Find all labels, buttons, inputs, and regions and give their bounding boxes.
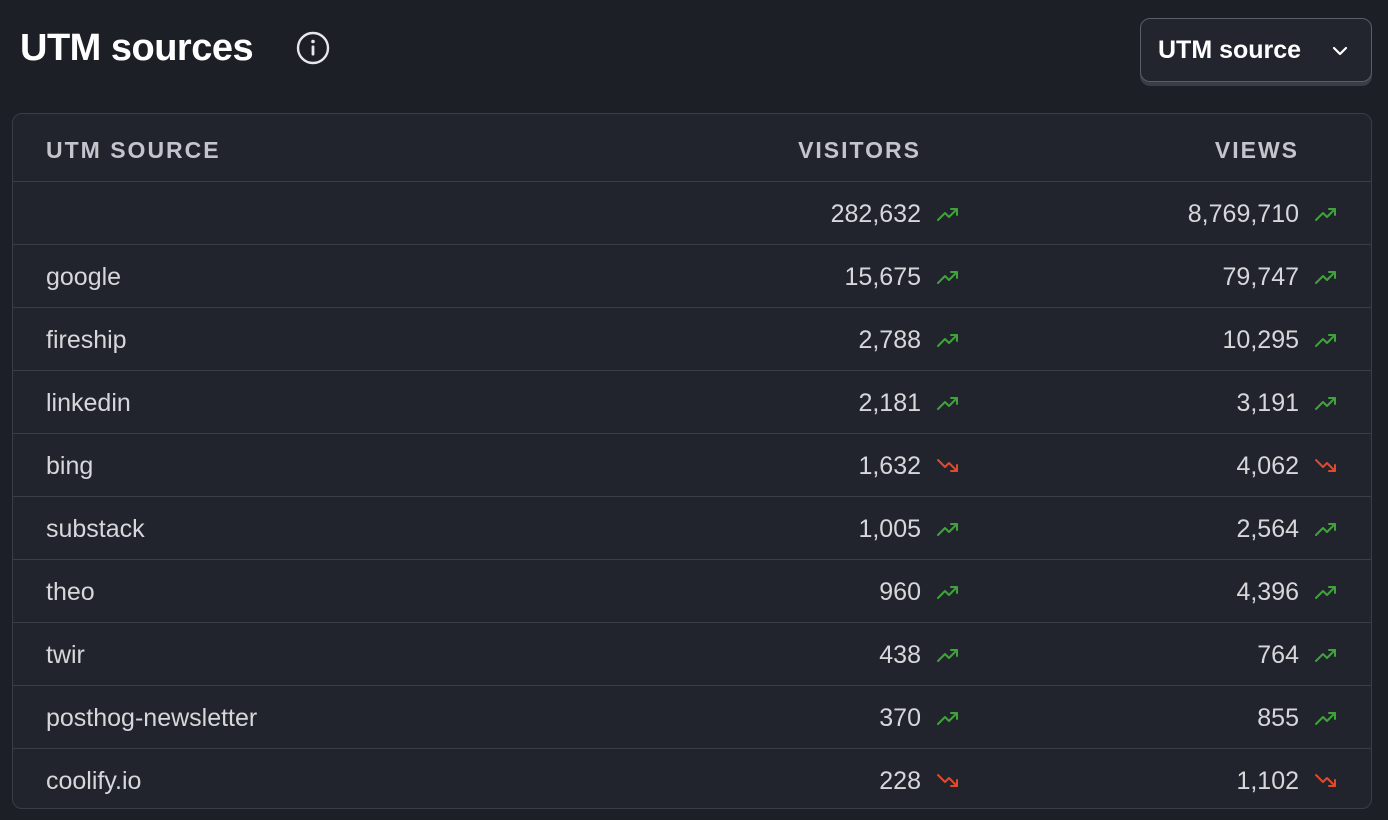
views-count: 1,102: [1236, 767, 1299, 795]
trend-up-icon: [1315, 334, 1336, 347]
utm-source-name: substack: [46, 515, 145, 543]
table-body: 282,632 8,769,710 google 15,675 79,747 firesh…: [13, 182, 1371, 808]
info-icon[interactable]: [296, 31, 330, 65]
visitors-count: 438: [879, 641, 921, 669]
views-count: 2,564: [1236, 515, 1299, 543]
table-row[interactable]: 282,632 8,769,710: [13, 182, 1371, 245]
visitors-count: 15,675: [844, 263, 921, 291]
trend-up-icon: [937, 586, 958, 599]
utm-source-name: coolify.io: [46, 767, 142, 795]
trend-up-icon: [1315, 271, 1336, 284]
views-count: 855: [1257, 704, 1299, 732]
views-count: 79,747: [1222, 263, 1299, 291]
column-header-utm-source[interactable]: UTM SOURCE: [46, 137, 221, 163]
visitors-count: 282,632: [830, 200, 921, 228]
panel-header: UTM sources UTM source: [0, 0, 1388, 100]
visitors-count: 1,632: [858, 452, 921, 480]
table-row[interactable]: coolify.io 228 1,102: [13, 749, 1371, 808]
utm-source-name: fireship: [46, 326, 127, 354]
trend-up-icon: [937, 712, 958, 725]
views-count: 8,769,710: [1187, 200, 1299, 228]
table-header: UTM SOURCE VISITORS VIEWS: [13, 114, 1371, 182]
trend-down-icon: [937, 459, 958, 472]
table-row[interactable]: substack 1,005 2,564: [13, 497, 1371, 560]
table-row[interactable]: bing 1,632 4,062: [13, 434, 1371, 497]
trend-up-icon: [937, 208, 958, 221]
trend-up-icon: [937, 334, 958, 347]
visitors-count: 370: [879, 704, 921, 732]
utm-source-name: linkedin: [46, 389, 131, 417]
trend-up-icon: [1315, 649, 1336, 662]
visitors-count: 1,005: [858, 515, 921, 543]
breakdown-select[interactable]: UTM source: [1140, 18, 1372, 82]
chevron-down-icon: [1332, 46, 1348, 56]
visitors-count: 228: [879, 767, 921, 795]
table-row[interactable]: theo 960 4,396: [13, 560, 1371, 623]
trend-up-icon: [1315, 208, 1336, 221]
trend-up-icon: [937, 397, 958, 410]
trend-down-icon: [1315, 774, 1336, 787]
utm-source-name: bing: [46, 452, 94, 480]
visitors-count: 960: [879, 578, 921, 606]
trend-up-icon: [1315, 586, 1336, 599]
table-row[interactable]: twir 438 764: [13, 623, 1371, 686]
views-count: 10,295: [1222, 326, 1299, 354]
table-row[interactable]: linkedin 2,181 3,191: [13, 371, 1371, 434]
trend-up-icon: [937, 523, 958, 536]
utm-source-name: posthog-newsletter: [46, 704, 258, 732]
views-count: 764: [1257, 641, 1299, 669]
trend-up-icon: [937, 271, 958, 284]
breakdown-select-value: UTM source: [1158, 36, 1302, 64]
page-title: UTM sources: [20, 27, 254, 69]
utm-source-name: twir: [46, 641, 85, 669]
trend-up-icon: [937, 649, 958, 662]
column-header-views[interactable]: VIEWS: [1214, 137, 1299, 163]
views-count: 3,191: [1236, 389, 1299, 417]
utm-source-name: theo: [46, 578, 95, 606]
trend-up-icon: [1315, 712, 1336, 725]
utm-sources-table: UTM SOURCE VISITORS VIEWS 282,632 8,769,7…: [12, 113, 1372, 809]
table-row[interactable]: google 15,675 79,747: [13, 245, 1371, 308]
views-count: 4,396: [1236, 578, 1299, 606]
column-header-visitors[interactable]: VISITORS: [798, 137, 921, 163]
visitors-count: 2,788: [858, 326, 921, 354]
views-count: 4,062: [1236, 452, 1299, 480]
table-row[interactable]: posthog-newsletter 370 855: [13, 686, 1371, 749]
utm-source-name: google: [46, 263, 122, 291]
trend-down-icon: [937, 774, 958, 787]
table-row[interactable]: fireship 2,788 10,295: [13, 308, 1371, 371]
trend-up-icon: [1315, 523, 1336, 536]
trend-down-icon: [1315, 459, 1336, 472]
trend-up-icon: [1315, 397, 1336, 410]
visitors-count: 2,181: [858, 389, 921, 417]
